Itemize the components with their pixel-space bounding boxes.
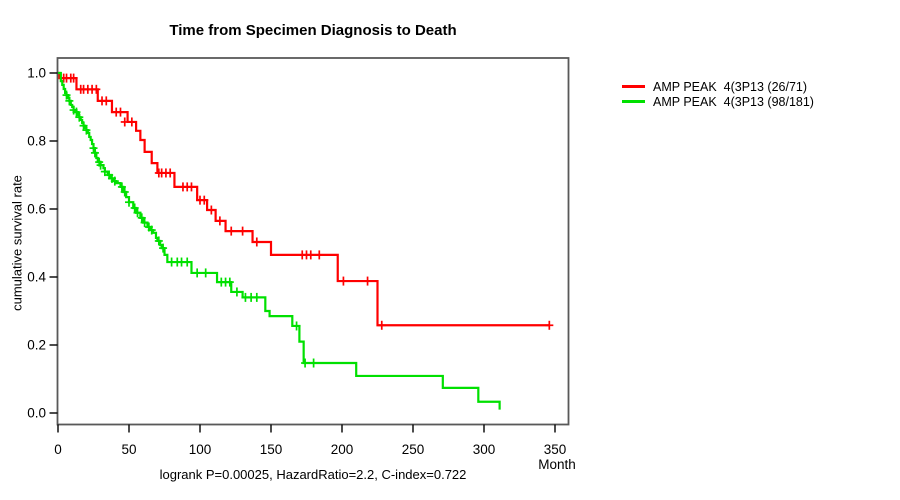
y-tick-label: 0.0 (27, 406, 46, 421)
y-axis-label: cumulative survival rate (9, 175, 25, 311)
chart-title: Time from Specimen Diagnosis to Death (169, 22, 457, 39)
y-tick-label: 0.6 (27, 202, 46, 217)
legend: AMP PEAK 4(3P13 (26/71) AMP PEAK 4(3P13 … (622, 79, 814, 109)
x-tick-label: 250 (402, 442, 425, 457)
x-axis-label: Month (538, 457, 576, 472)
x-axis: 0 50 100 150 200 250 300 350 (54, 424, 567, 457)
y-tick-label: 0.4 (27, 270, 46, 285)
y-tick-label: 1.0 (27, 66, 46, 81)
y-axis: 0.0 0.2 0.4 0.6 0.8 1.0 (27, 66, 58, 421)
censor-marks-red (59, 73, 554, 330)
y-tick-label: 0.2 (27, 338, 46, 353)
legend-label: AMP PEAK 4(3P13 (26/71) (653, 79, 808, 94)
stats-footnote: logrank P=0.00025, HazardRatio=2.2, C-in… (159, 467, 467, 482)
x-tick-label: 350 (544, 442, 567, 457)
km-curve-red (58, 71, 550, 327)
plot-box (56, 57, 570, 426)
legend-swatch (622, 85, 645, 88)
legend-label: AMP PEAK 4(3P13 (98/181) (653, 94, 814, 109)
x-tick-label: 0 (54, 442, 62, 457)
legend-item-red: AMP PEAK 4(3P13 (26/71) (622, 79, 814, 94)
y-tick-label: 0.8 (27, 134, 46, 149)
x-tick-label: 300 (473, 442, 496, 457)
x-tick-label: 100 (189, 442, 212, 457)
legend-swatch (622, 100, 645, 103)
x-tick-label: 50 (121, 442, 136, 457)
x-tick-label: 200 (331, 442, 354, 457)
legend-item-green: AMP PEAK 4(3P13 (98/181) (622, 94, 814, 109)
x-tick-label: 150 (260, 442, 283, 457)
censor-marks-green (62, 90, 318, 368)
